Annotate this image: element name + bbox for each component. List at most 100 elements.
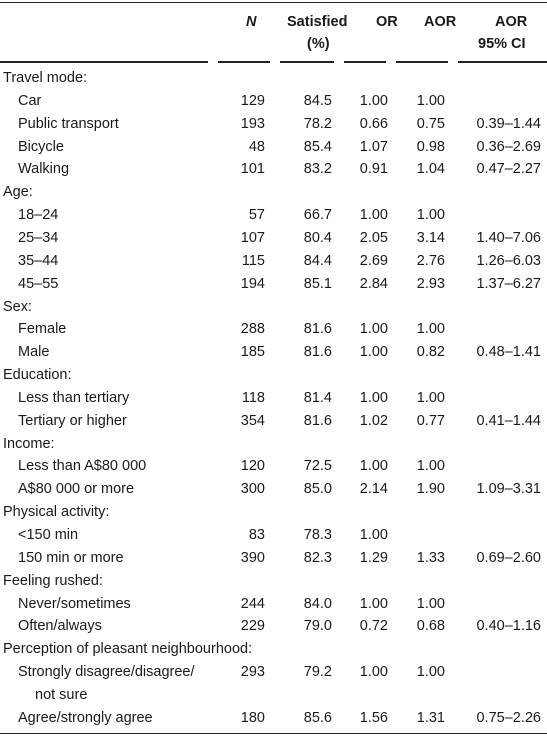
n-cell: 115 bbox=[241, 252, 265, 269]
or-cell: 2.84 bbox=[359, 275, 388, 292]
section-title: Physical activity: bbox=[3, 504, 110, 521]
table-row: A$80 000 or more 300 85.0 2.14 1.90 1.09–3.31 bbox=[0, 478, 547, 501]
row-label: 45–55 bbox=[18, 275, 59, 292]
row-label: 18–24 bbox=[18, 207, 59, 224]
n-cell: 180 bbox=[240, 709, 265, 726]
row-label: Less than A$80 000 bbox=[18, 458, 147, 475]
row-label: Walking bbox=[18, 161, 70, 178]
or-cell: 1.00 bbox=[359, 321, 388, 338]
satisfied-cell: 85.4 bbox=[303, 138, 332, 155]
row-label: Car bbox=[18, 92, 42, 109]
row-label: Often/always bbox=[18, 618, 102, 635]
row-label: 25–34 bbox=[18, 229, 59, 246]
header-rule bbox=[458, 61, 547, 63]
ci-cell: 0.69–2.60 bbox=[476, 549, 541, 566]
table-row: Bicycle 48 85.4 1.07 0.98 0.36–2.69 bbox=[0, 136, 547, 159]
or-cell: 1.00 bbox=[359, 458, 388, 475]
ci-cell: 1.26–6.03 bbox=[476, 252, 541, 269]
section-title: Age: bbox=[3, 184, 33, 201]
or-cell: 2.05 bbox=[359, 229, 388, 246]
section-heading-row: Sex: bbox=[0, 296, 547, 319]
aor-cell: 1.33 bbox=[416, 549, 445, 566]
ci-cell: 0.39–1.44 bbox=[476, 115, 541, 132]
satisfied-cell: 78.2 bbox=[303, 115, 332, 132]
satisfied-cell: 66.7 bbox=[303, 207, 332, 224]
row-label: Female bbox=[18, 321, 67, 338]
or-cell: 1.00 bbox=[359, 527, 388, 543]
table-row: 35–44 115 84.4 2.69 2.76 1.26–6.03 bbox=[0, 250, 547, 273]
header-rule bbox=[344, 61, 386, 63]
header-rule bbox=[218, 61, 270, 63]
n-cell: 120 bbox=[240, 458, 265, 475]
n-cell: 193 bbox=[240, 115, 265, 132]
section-heading-row: Education: bbox=[0, 364, 547, 387]
table-bottom-rule bbox=[0, 733, 547, 734]
section-title: Sex: bbox=[3, 298, 33, 315]
aor-cell: 1.00 bbox=[416, 92, 445, 109]
aor-cell: 1.04 bbox=[416, 161, 445, 178]
row-label: 150 min or more bbox=[18, 549, 124, 566]
table-row: 18–24 57 66.7 1.00 1.00 bbox=[0, 204, 547, 227]
aor-cell: 0.77 bbox=[416, 412, 445, 429]
n-cell: 185 bbox=[240, 344, 265, 361]
table-row: Tertiary or higher 354 81.6 1.02 0.77 0.41–1.… bbox=[0, 410, 547, 433]
ci-cell: 0.40–1.16 bbox=[476, 618, 541, 635]
row-label-continuation: not sure bbox=[35, 686, 88, 703]
satisfied-cell: 78.3 bbox=[303, 527, 332, 543]
row-label: 35–44 bbox=[18, 252, 59, 269]
section-heading-row: Physical activity: bbox=[0, 501, 547, 524]
n-cell: 293 bbox=[240, 664, 265, 681]
or-cell: 1.56 bbox=[359, 709, 388, 726]
row-label: Tertiary or higher bbox=[18, 412, 127, 429]
or-cell: 0.91 bbox=[359, 161, 388, 178]
n-cell: 229 bbox=[240, 618, 265, 635]
satisfied-cell: 79.0 bbox=[303, 618, 332, 635]
section-heading-row: Feeling rushed: bbox=[0, 570, 547, 593]
or-cell: 1.29 bbox=[359, 549, 388, 566]
or-cell: 1.00 bbox=[359, 92, 388, 109]
satisfied-cell: 84.5 bbox=[303, 92, 332, 109]
ci-cell: 0.36–2.69 bbox=[476, 138, 541, 155]
section-heading-row: Income: bbox=[0, 433, 547, 456]
row-label: <150 min bbox=[18, 527, 79, 543]
aor-cell: 1.90 bbox=[416, 481, 445, 498]
table-row: Agree/strongly agree 180 85.6 1.56 1.31 0.75–… bbox=[0, 707, 547, 730]
n-cell: 118 bbox=[241, 389, 265, 406]
or-cell: 0.66 bbox=[359, 115, 388, 132]
header-ci-title: AOR bbox=[495, 14, 528, 30]
table-row: Public transport 193 78.2 0.66 0.75 0.39–1.44 bbox=[0, 113, 547, 136]
section-title: Perception of pleasant neighbourhood: bbox=[3, 641, 253, 658]
row-label: Never/sometimes bbox=[18, 595, 131, 612]
table-top-rule bbox=[0, 2, 547, 3]
section-title: Travel mode: bbox=[3, 70, 88, 86]
row-label: Public transport bbox=[18, 115, 119, 132]
n-cell: 83 bbox=[248, 527, 265, 543]
table-row: Car 129 84.5 1.00 1.00 bbox=[0, 90, 547, 113]
aor-cell: 3.14 bbox=[416, 229, 445, 246]
aor-cell: 1.31 bbox=[416, 709, 445, 726]
n-cell: 300 bbox=[240, 481, 265, 498]
section-heading-row: Perception of pleasant neighbourhood: bbox=[0, 638, 547, 661]
table-row: 25–34 107 80.4 2.05 3.14 1.40–7.06 bbox=[0, 227, 547, 250]
satisfied-cell: 81.4 bbox=[303, 389, 332, 406]
n-cell: 48 bbox=[248, 138, 265, 155]
satisfied-cell: 81.6 bbox=[303, 412, 332, 429]
table-row: <150 min 83 78.3 1.00 bbox=[0, 524, 547, 547]
satisfied-cell: 84.0 bbox=[303, 595, 332, 612]
table-row: 150 min or more 390 82.3 1.29 1.33 0.69–2.60 bbox=[0, 547, 547, 570]
or-cell: 1.00 bbox=[359, 595, 388, 612]
satisfied-cell: 85.0 bbox=[303, 481, 332, 498]
table-row: Male 185 81.6 1.00 0.82 0.48–1.41 bbox=[0, 341, 547, 364]
satisfied-cell: 81.6 bbox=[303, 321, 332, 338]
ci-cell: 0.48–1.41 bbox=[476, 344, 541, 361]
n-cell: 390 bbox=[240, 549, 265, 566]
or-cell: 1.00 bbox=[359, 664, 388, 681]
section-title: Education: bbox=[3, 367, 72, 384]
row-label: Less than tertiary bbox=[18, 389, 130, 406]
or-cell: 1.02 bbox=[359, 412, 388, 429]
satisfied-cell: 83.2 bbox=[303, 161, 332, 178]
aor-cell: 1.00 bbox=[416, 458, 445, 475]
table-row: Often/always 229 79.0 0.72 0.68 0.40–1.16 bbox=[0, 615, 547, 638]
table-row: Female 288 81.6 1.00 1.00 bbox=[0, 318, 547, 341]
